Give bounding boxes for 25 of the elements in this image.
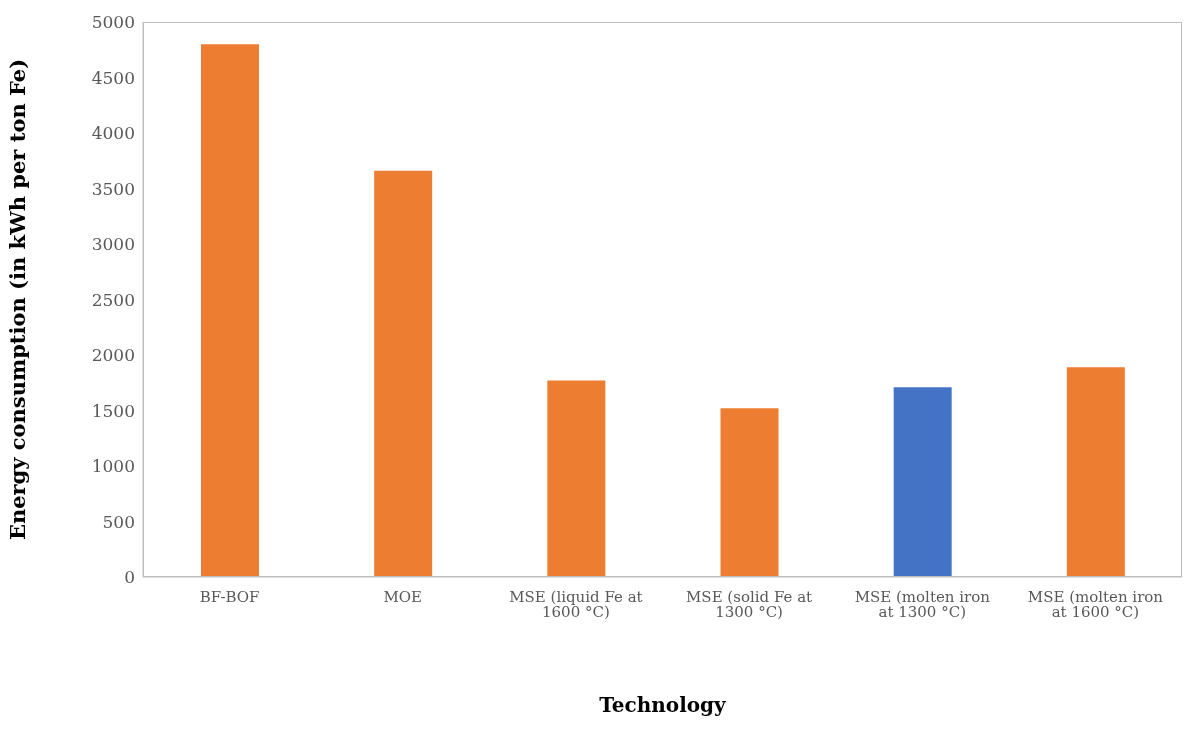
bar xyxy=(893,387,952,577)
x-tick-label: MSE (molten iron at 1300 °C) xyxy=(854,587,991,621)
bar xyxy=(374,170,433,577)
y-tick-label: 3000 xyxy=(91,234,135,255)
bar xyxy=(1066,367,1125,577)
y-tick-label: 4500 xyxy=(91,67,135,88)
x-tick-label: MSE (molten iron at 1600 °C) xyxy=(1027,587,1164,621)
y-tick-label: 2000 xyxy=(91,345,135,366)
y-tick-label: 1000 xyxy=(91,456,135,477)
y-tick-label: 4000 xyxy=(91,123,135,144)
y-tick-label: 3500 xyxy=(91,178,135,199)
x-tick-label: MSE (liquid Fe at 1600 °C) xyxy=(509,587,643,621)
bar xyxy=(201,44,259,577)
y-tick-label: 0 xyxy=(124,567,135,588)
y-tick-label: 2500 xyxy=(91,289,135,310)
bar xyxy=(547,380,606,577)
y-axis-title: Energy consumption (in kWh per ton Fe) xyxy=(5,58,31,541)
x-axis-title: Technology xyxy=(599,693,728,717)
x-tick-label: MSE (solid Fe at 1300 °C) xyxy=(686,587,813,621)
x-tick-label: MOE xyxy=(383,587,423,606)
x-tick-label: BF-BOF xyxy=(199,587,260,606)
y-tick-label: 500 xyxy=(102,511,135,532)
bar xyxy=(720,408,779,577)
y-tick-label: 5000 xyxy=(91,12,135,33)
y-tick-label: 1500 xyxy=(91,400,135,421)
